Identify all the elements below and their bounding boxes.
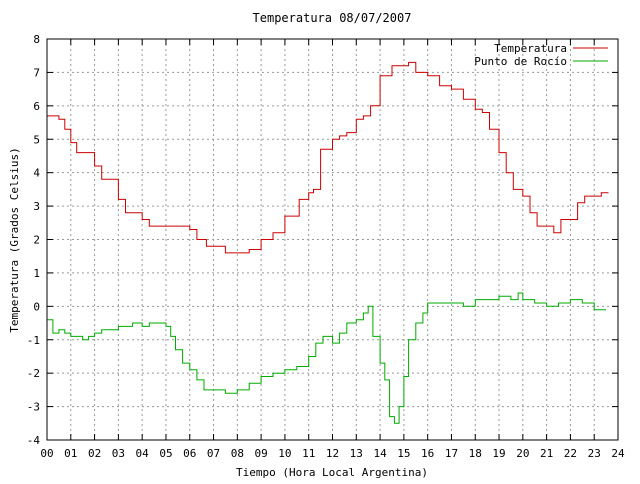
tick-layer: 00 01 02 03 04 05 06 07 08 09 10 11 12 13 14 15 16 17 18 19…	[27, 33, 625, 460]
legend-label: Temperatura	[494, 42, 567, 55]
y-tick-label: -3	[27, 401, 40, 414]
x-tick-label: 16	[421, 447, 434, 460]
y-tick-label: 7	[33, 66, 40, 79]
y-tick-label: -4	[27, 434, 41, 447]
x-tick-label: 22	[564, 447, 577, 460]
x-tick-label: 07	[207, 447, 220, 460]
x-tick-label: 14	[373, 447, 387, 460]
series-line-temperatura	[47, 61, 609, 254]
y-tick-label: 1	[33, 267, 40, 280]
plot-frame	[46, 38, 619, 441]
chart-title: Temperatura 08/07/2007	[253, 11, 412, 25]
x-tick-label: 01	[64, 447, 77, 460]
x-axis-label: Tiempo (Hora Local Argentina)	[236, 466, 428, 479]
y-tick-label: 5	[33, 133, 40, 146]
x-tick-label: 18	[469, 447, 482, 460]
y-tick-label: 4	[33, 167, 40, 180]
grid-layer	[47, 39, 618, 440]
y-tick-label: 2	[33, 234, 40, 247]
x-tick-label: 03	[112, 447, 125, 460]
x-tick-label: 23	[588, 447, 601, 460]
x-tick-label: 11	[302, 447, 315, 460]
y-tick-label: 8	[33, 33, 40, 46]
series-line-punto-de-rocio	[47, 292, 607, 424]
x-tick-label: 05	[159, 447, 172, 460]
x-tick-label: 15	[397, 447, 410, 460]
x-tick-label: 04	[136, 447, 150, 460]
x-tick-label: 17	[445, 447, 458, 460]
y-tick-label: 6	[33, 100, 40, 113]
legend-label: Punto de Rocío	[474, 55, 567, 68]
series-layer	[47, 61, 609, 424]
y-tick-label: 3	[33, 200, 40, 213]
y-tick-label: -1	[27, 334, 40, 347]
x-tick-label: 19	[492, 447, 505, 460]
x-tick-label: 06	[183, 447, 196, 460]
x-tick-label: 24	[611, 447, 625, 460]
x-tick-label: 02	[88, 447, 101, 460]
x-tick-label: 00	[40, 447, 53, 460]
y-tick-label: -2	[27, 367, 40, 380]
x-tick-label: 12	[326, 447, 339, 460]
x-tick-label: 08	[231, 447, 244, 460]
x-tick-label: 13	[350, 447, 363, 460]
x-tick-label: 09	[255, 447, 268, 460]
y-tick-label: 0	[33, 300, 40, 313]
y-axis-label: Temperatura (Grados Celsius)	[8, 147, 21, 332]
x-tick-label: 10	[278, 447, 291, 460]
x-tick-label: 20	[516, 447, 529, 460]
x-tick-label: 21	[540, 447, 553, 460]
